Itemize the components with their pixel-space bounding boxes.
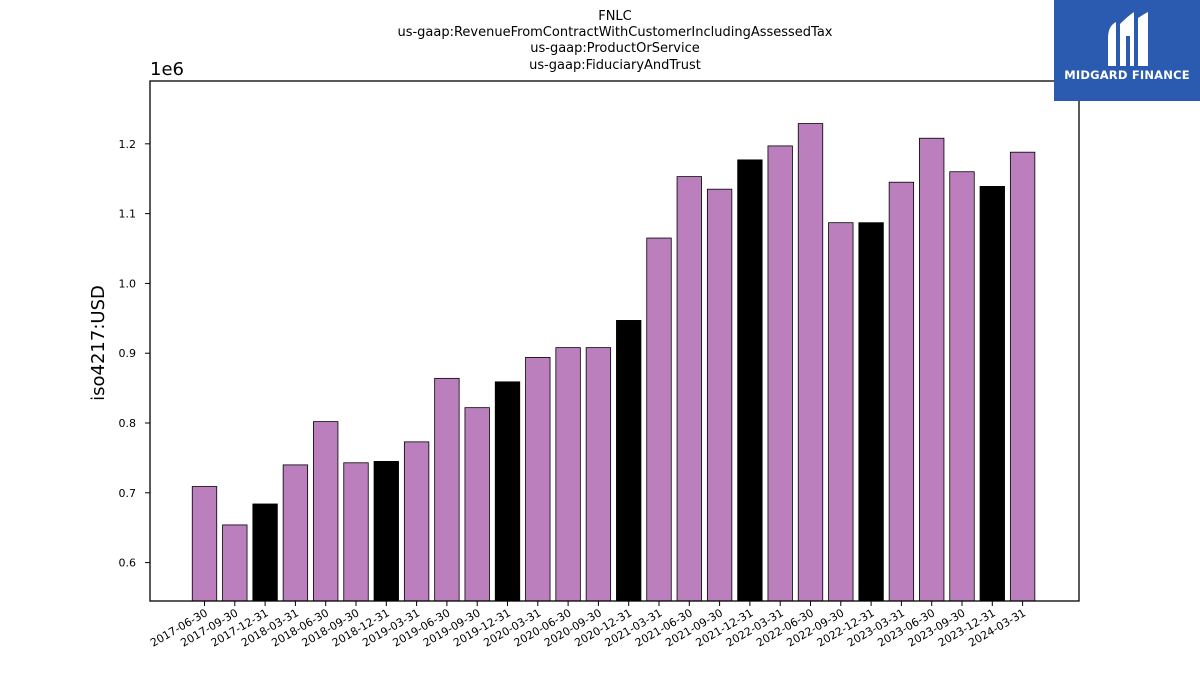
chart-title: FNLC us-gaap:RevenueFromContractWithCust… bbox=[397, 9, 832, 73]
logo-mark-icon bbox=[1108, 12, 1148, 66]
bar-2018-09-30 bbox=[343, 462, 369, 602]
x-ticks: 2017-06-302017-09-302017-12-312018-03-31… bbox=[148, 601, 1028, 650]
bar-2019-03-31 bbox=[403, 441, 430, 602]
y-tick-label: 0.6 bbox=[119, 557, 137, 570]
bar-2020-09-30 bbox=[585, 347, 612, 602]
bar-2022-06-30 bbox=[797, 123, 824, 602]
y-tick-label: 1.2 bbox=[119, 138, 137, 151]
plot-frame bbox=[149, 80, 1080, 602]
y-tick-label: 1.1 bbox=[119, 208, 137, 221]
bar-2023-06-30 bbox=[919, 137, 945, 602]
bar-2023-03-31 bbox=[888, 181, 915, 602]
bar-2019-09-30 bbox=[464, 407, 490, 602]
bar-2017-09-30 bbox=[222, 524, 248, 602]
y-tick-label: 1.0 bbox=[119, 277, 137, 290]
title-line-1: FNLC bbox=[598, 9, 632, 24]
bar-2019-06-30 bbox=[434, 377, 460, 602]
bar-2018-12-31 bbox=[373, 460, 399, 602]
bar-2021-03-31 bbox=[646, 237, 672, 602]
title-line-4: us-gaap:FiduciaryAndTrust bbox=[529, 58, 701, 73]
bar-2020-06-30 bbox=[555, 347, 581, 602]
bar-2024-03-31 bbox=[1009, 151, 1036, 602]
y-axis-label: iso4217:USD bbox=[88, 285, 109, 401]
bar-2021-12-31 bbox=[737, 159, 763, 602]
title-line-3: us-gaap:ProductOrService bbox=[530, 41, 700, 56]
bar-2017-06-30 bbox=[191, 486, 218, 602]
bar-2022-12-31 bbox=[858, 222, 884, 602]
bar-2018-03-31 bbox=[282, 464, 309, 602]
bars-group bbox=[191, 123, 1036, 602]
bar-2018-06-30 bbox=[313, 421, 339, 602]
bar-2023-09-30 bbox=[949, 171, 975, 602]
midgard-finance-logo: MIDGARD FINANCE bbox=[1054, 0, 1200, 101]
bar-2021-09-30 bbox=[706, 188, 733, 602]
y-ticks: 0.6 0.7 0.8 0.9 1.0 1.1 1.2 bbox=[119, 138, 150, 570]
y-tick-label: 0.8 bbox=[119, 417, 137, 430]
bar-2017-12-31 bbox=[252, 503, 278, 602]
bar-2019-12-31 bbox=[494, 381, 521, 602]
bar-2020-03-31 bbox=[525, 356, 551, 602]
y-offset-label: 1e6 bbox=[150, 59, 184, 80]
bar-2020-12-31 bbox=[616, 320, 642, 602]
bar-2022-09-30 bbox=[828, 222, 854, 602]
bar-2022-03-31 bbox=[767, 145, 793, 602]
y-tick-label: 0.7 bbox=[119, 487, 137, 500]
title-line-2: us-gaap:RevenueFromContractWithCustomerI… bbox=[397, 25, 832, 40]
bar-2023-12-31 bbox=[979, 185, 1005, 602]
bar-2021-06-30 bbox=[676, 176, 702, 602]
logo-text: MIDGARD FINANCE bbox=[1064, 68, 1190, 82]
y-tick-label: 0.9 bbox=[119, 347, 137, 360]
